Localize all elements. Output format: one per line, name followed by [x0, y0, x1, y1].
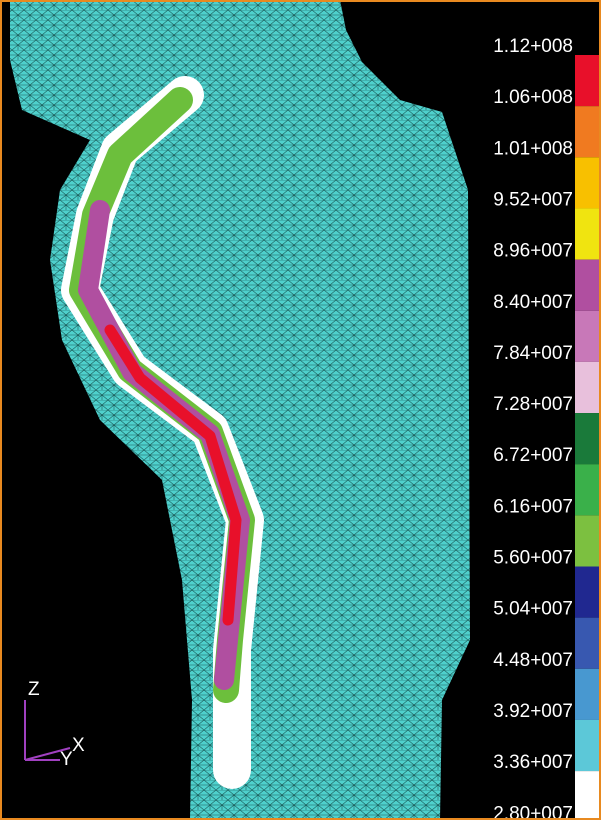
legend-swatch — [575, 311, 601, 362]
legend-swatch — [575, 720, 601, 771]
legend-swatch — [575, 362, 601, 413]
legend-swatch — [575, 618, 601, 669]
legend-label: 2.80+007 — [493, 803, 573, 820]
z-label: Z — [28, 679, 40, 700]
legend-label: 5.60+007 — [493, 548, 573, 569]
legend-swatch — [575, 413, 601, 464]
legend-label: 6.16+007 — [493, 496, 573, 517]
legend-label: 7.84+007 — [493, 343, 573, 364]
legend-label: 9.52+007 — [493, 189, 573, 210]
legend-swatch — [575, 515, 601, 566]
legend-label: 8.40+007 — [493, 292, 573, 313]
legend-label: 6.72+007 — [493, 445, 573, 466]
legend-swatch — [575, 771, 601, 820]
legend-label: 7.28+007 — [493, 394, 573, 415]
legend-swatch — [575, 669, 601, 720]
legend-label: 1.06+008 — [493, 87, 573, 108]
legend-label: 5.04+007 — [493, 599, 573, 620]
legend-label: 4.48+007 — [493, 650, 573, 671]
legend-label: 3.92+007 — [493, 701, 573, 722]
legend-swatch — [575, 55, 601, 106]
screenshot: Z Y X 1.12+0081.06+0081.01+0089.52+0078.… — [0, 0, 601, 820]
legend-swatch — [575, 464, 601, 515]
legend-label: 3.36+007 — [493, 752, 573, 773]
x-label: X — [72, 735, 85, 756]
legend-label: 1.01+008 — [493, 138, 573, 159]
legend-swatch — [575, 260, 601, 311]
legend-label: 8.96+007 — [493, 241, 573, 262]
legend-swatch — [575, 208, 601, 259]
legend-swatch — [575, 106, 601, 157]
legend-swatch — [575, 567, 601, 618]
legend-label: 1.12+008 — [493, 36, 573, 57]
legend-swatch — [575, 157, 601, 208]
